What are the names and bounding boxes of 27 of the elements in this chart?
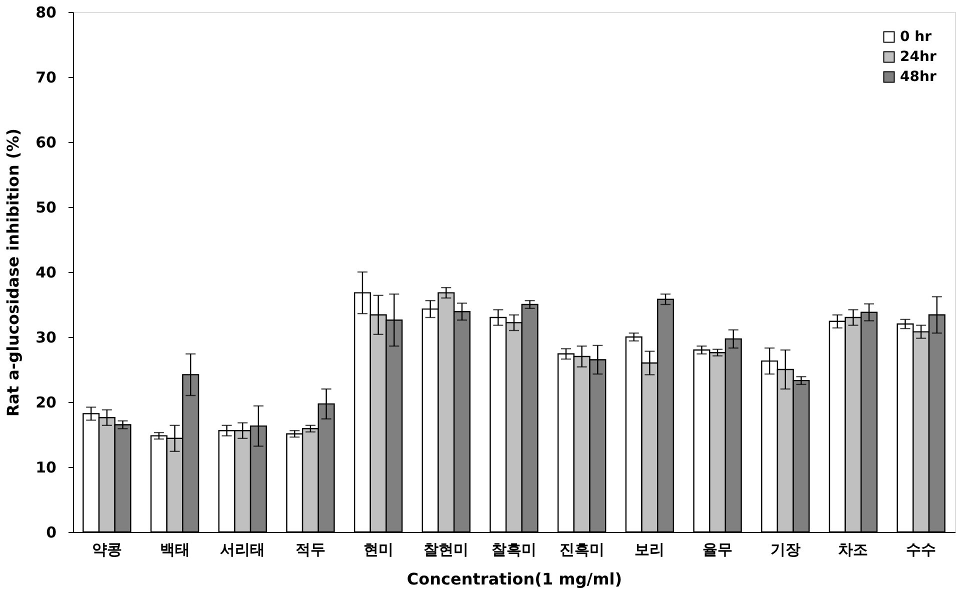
x-tick-label: 율무 <box>702 540 733 558</box>
y-tick-label: 70 <box>36 68 56 86</box>
x-tick-label: 백태 <box>160 540 190 558</box>
y-tick-label: 10 <box>36 458 56 476</box>
y-tick-label: 80 <box>36 4 56 22</box>
x-tick-label: 적두 <box>295 540 326 558</box>
legend-label: 48hr <box>900 69 936 85</box>
x-tick-label: 서리태 <box>220 540 266 558</box>
y-tick-label: 0 <box>46 524 56 542</box>
x-tick-label: 기장 <box>770 540 800 558</box>
legend-label: 24hr <box>900 49 936 65</box>
x-tick-label: 찰현미 <box>424 540 469 558</box>
y-tick-label: 50 <box>36 198 56 216</box>
y-tick-label: 60 <box>36 134 56 152</box>
legend-label: 0 hr <box>900 29 932 45</box>
y-axis-title: Rat a-glucosidase inhibition (%) <box>4 128 23 417</box>
x-tick-label: 찰흑미 <box>492 540 536 558</box>
x-tick-label: 차조 <box>838 540 868 558</box>
y-tick-label: 30 <box>36 328 56 346</box>
y-tick-label: 40 <box>36 264 56 282</box>
x-tick-label: 약콩 <box>92 540 122 558</box>
x-axis-title: Concentration(1 mg/ml) <box>406 570 622 588</box>
y-tick-label: 20 <box>36 394 56 412</box>
x-tick-label: 현미 <box>363 540 394 558</box>
x-tick-label: 보리 <box>634 540 665 558</box>
x-tick-label: 진흑미 <box>559 540 604 558</box>
x-tick-label: 수수 <box>906 540 936 558</box>
